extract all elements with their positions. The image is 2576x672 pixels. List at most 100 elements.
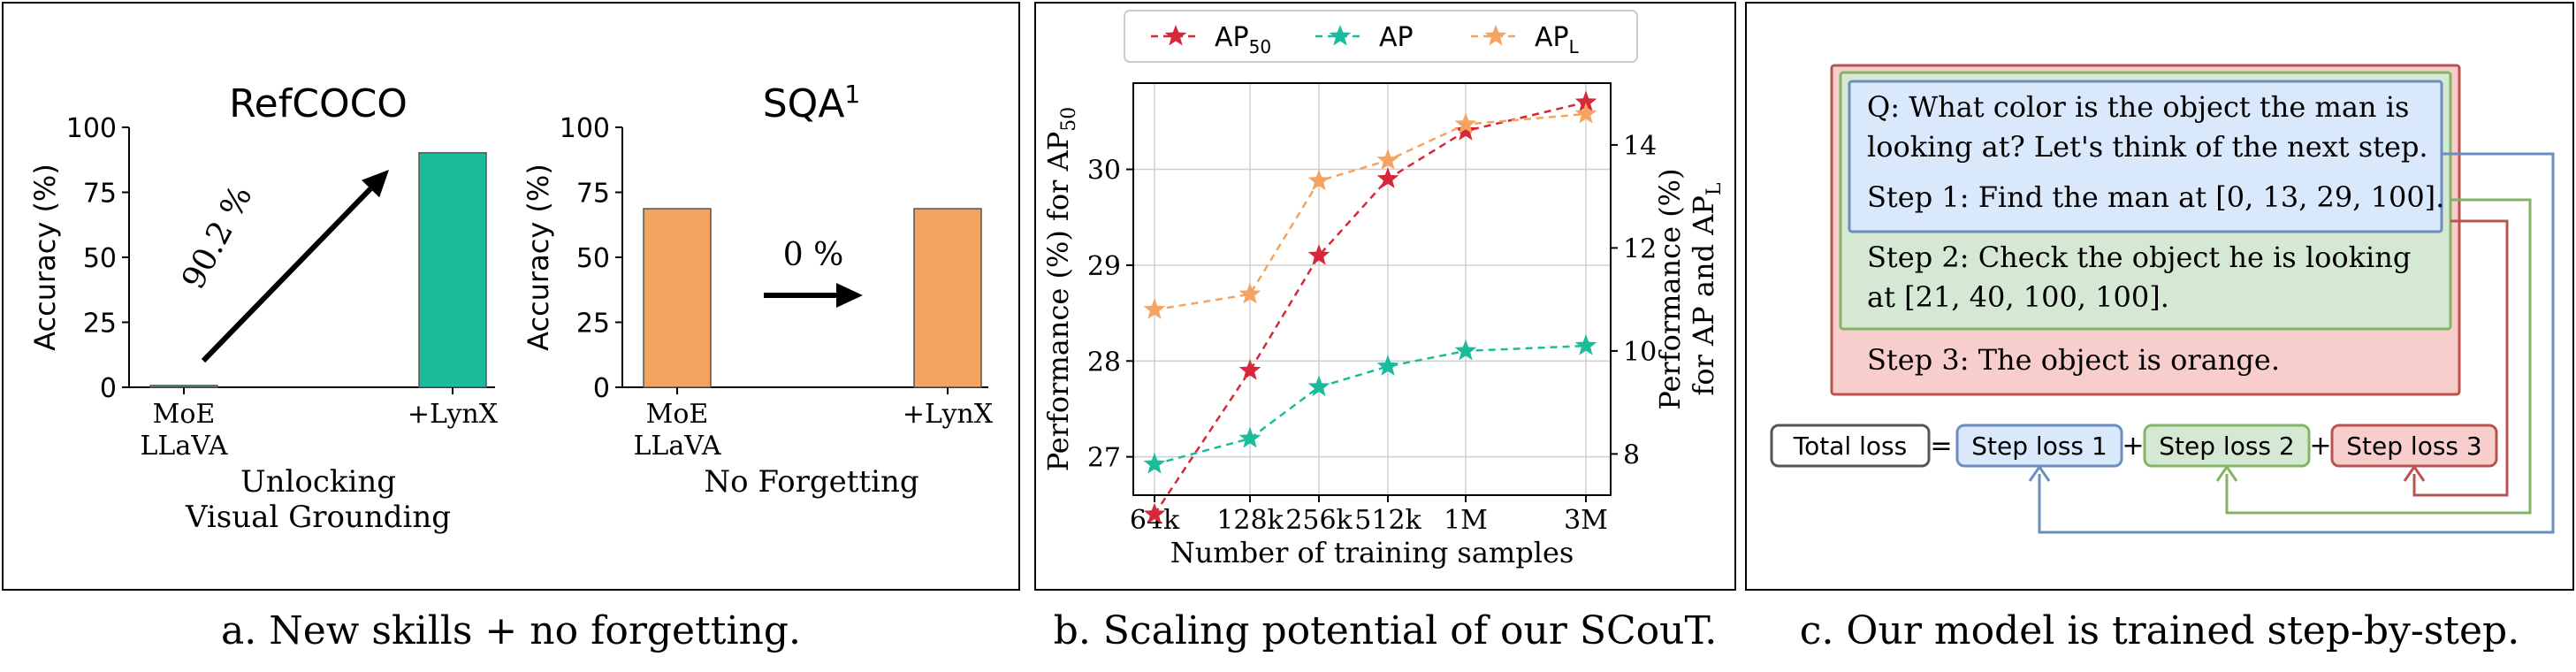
series-point-1 (1143, 502, 1166, 524)
step-loss-2-label: Step loss 2 (2159, 431, 2294, 461)
y-right-tick-label: 8 (1623, 439, 1640, 470)
series-point-3 (1376, 149, 1399, 170)
y-tick-label: 75 (576, 179, 610, 210)
question-line-1: Q: What color is the object the man is (1867, 90, 2409, 124)
legend-marker-3 (1484, 25, 1507, 46)
y-left-tick-label: 29 (1087, 251, 1121, 282)
blue-connector (2038, 152, 2555, 534)
y-tick-label: 100 (560, 113, 610, 144)
series-point-2 (1143, 453, 1166, 474)
step-loss-3-label: Step loss 3 (2346, 431, 2481, 461)
red-arrowhead (2403, 464, 2426, 482)
series-point-1 (1454, 119, 1477, 141)
y-right-axis-label-2: for AP and APL (1687, 182, 1726, 395)
y-tick-label: 25 (576, 309, 610, 340)
y-right-tick-label: 10 (1623, 337, 1657, 368)
green-arrowhead (2215, 464, 2238, 482)
series-point-1 (1574, 90, 1597, 112)
x-tick-label: +LynX (408, 399, 499, 430)
x-tick-label: 3M (1564, 505, 1608, 536)
annotation-label: 90.2 % (175, 179, 259, 294)
y-tick-label: 100 (66, 113, 117, 144)
y-tick-label: 75 (83, 179, 117, 210)
series-point-2 (1238, 426, 1261, 448)
caption-a: a. New skills + no forgetting. (220, 608, 802, 653)
annotation-label: 0 % (783, 237, 844, 273)
x-tick-label: 1M (1444, 505, 1488, 536)
legend: AP50 AP APL (1124, 10, 1638, 63)
question-step1-box (1848, 80, 2443, 233)
y-tick-label: 0 (100, 373, 117, 404)
chart-title: RefCOCO (229, 81, 408, 126)
plus-sign-2: + (2309, 431, 2331, 462)
arrow-shaft (201, 187, 373, 363)
step2-line-2: at [21, 40, 100, 100]. (1867, 280, 2169, 314)
equals-sign: = (1930, 431, 1952, 462)
caption-b: b. Scaling potential of our SCouT. (1053, 608, 1718, 653)
legend-label-2: AP (1379, 22, 1414, 53)
series-line-1 (1153, 101, 1587, 515)
y-tick-label: 0 (593, 373, 610, 404)
arrow-head (362, 170, 389, 198)
series-line-2 (1154, 344, 1587, 466)
x-tick-label: 256k (1285, 505, 1353, 536)
series-point-3 (1454, 112, 1477, 134)
y-right-axis-label-1: Performance (%) (1653, 168, 1687, 409)
y-right-tick-label: 14 (1623, 131, 1657, 162)
y-left-tick-label: 30 (1087, 156, 1121, 187)
bar-2 (913, 208, 982, 388)
y-tick-label: 50 (576, 243, 610, 274)
series-point-2 (1376, 355, 1399, 376)
step-loss-1-label: Step loss 1 (1971, 431, 2107, 461)
step2-line-1: Step 2: Check the object he is looking (1867, 241, 2411, 274)
x-tick-label: 128k (1216, 505, 1284, 536)
bar-2 (418, 152, 487, 388)
y-left-axis-label: Performance (%) for AP50 (1041, 107, 1080, 472)
legend-box (1124, 10, 1638, 63)
panel-scaling: 27 28 29 30 8 10 12 14 64k 128k 256k 512k 1M 3M Number… (1034, 2, 1736, 591)
panel-step-by-step: Q: What color is the object the man is l… (1745, 2, 2574, 591)
x-tick-label: 512k (1354, 505, 1421, 536)
y-tick-label: 50 (83, 243, 117, 274)
y-axis-label: Accuracy (%) (522, 164, 555, 351)
x-tick-label: LLaVA (140, 431, 227, 462)
series-point-3 (1307, 169, 1330, 191)
plot-frame (1132, 82, 1612, 496)
series-line-3 (1154, 112, 1587, 311)
x-axis-label: Number of training samples (1170, 536, 1574, 569)
x-tick-label: MoE (153, 399, 216, 430)
y-left-tick-label: 27 (1087, 443, 1121, 474)
x-tick-label: LLaVA (633, 431, 720, 462)
panel-new-skills: 0 25 50 75 100 Accuracy (%) RefCOCO MoE LLaVA +Ly… (2, 2, 1020, 591)
bar-1 (149, 385, 218, 388)
total-loss-box (1770, 424, 1931, 468)
series-point-3 (1143, 298, 1166, 319)
series-point-2 (1574, 334, 1597, 355)
blue-arrowhead (2028, 464, 2051, 482)
y-tick-label: 25 (83, 309, 117, 340)
green-connector (2225, 198, 2532, 515)
step-diagram-svg: Q: What color is the object the man is l… (1770, 64, 2555, 534)
series-point-2 (1454, 339, 1477, 361)
chart-title: SQA1 (763, 80, 861, 126)
question-line-2: looking at? Let's think of the next step… (1867, 130, 2428, 164)
series-point-1 (1307, 244, 1330, 265)
y-axis-label: Accuracy (%) (28, 164, 62, 351)
y-left-tick-label: 28 (1087, 347, 1121, 378)
series-point-2 (1307, 375, 1330, 397)
legend-marker-2 (1329, 25, 1352, 46)
x-tick-label: +LynX (903, 399, 994, 430)
x-axis-label: No Forgetting (704, 464, 918, 500)
bar-1 (643, 208, 712, 388)
series-point-1 (1238, 359, 1261, 380)
x-axis-label: Visual Grounding (185, 500, 451, 535)
arrow-head (836, 283, 863, 308)
total-loss-label: Total loss (1793, 431, 1907, 461)
x-axis-label: Unlocking (240, 464, 396, 500)
series-point-3 (1238, 282, 1261, 304)
